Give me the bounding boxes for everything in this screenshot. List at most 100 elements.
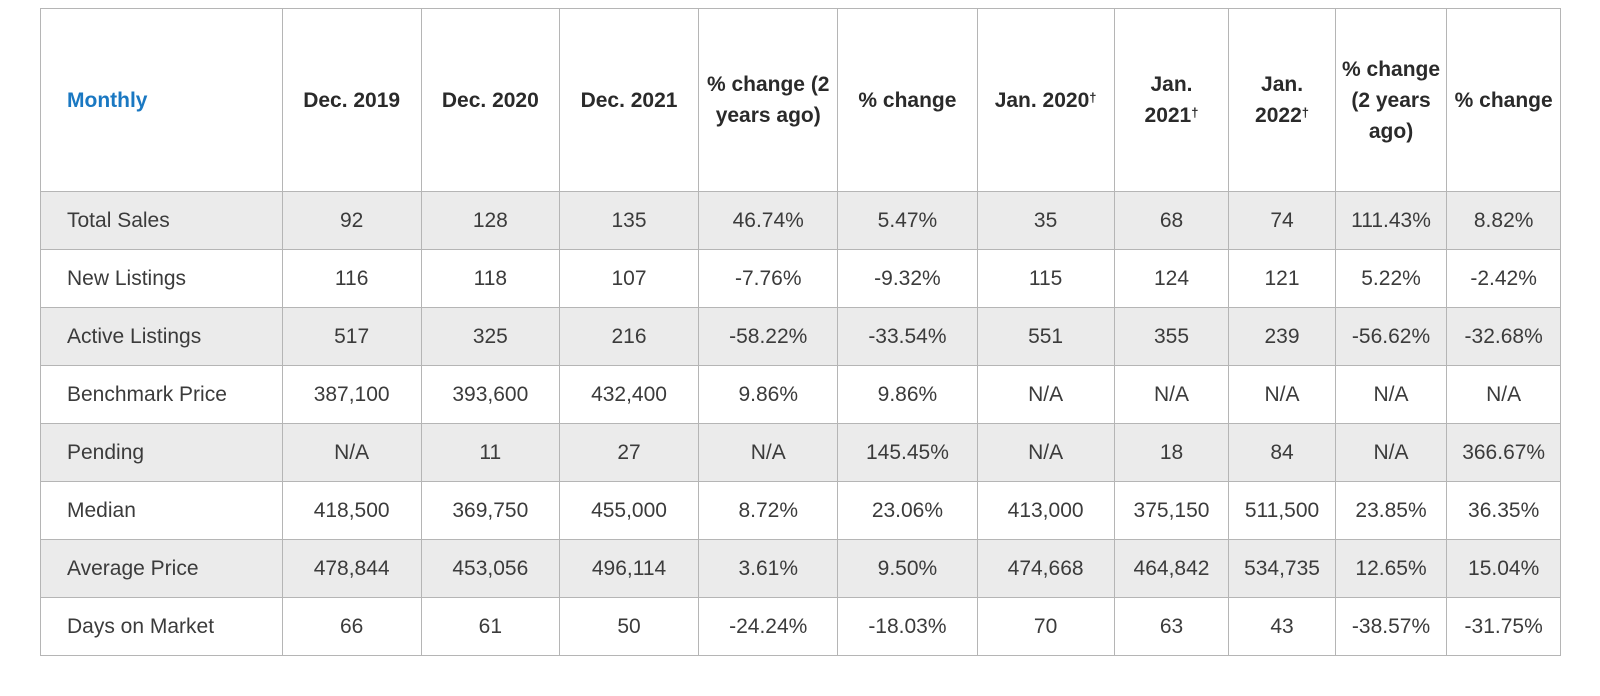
table-cell: 124 — [1113, 249, 1230, 308]
column-header: Dec. 2021 — [558, 8, 700, 192]
column-header: Jan. 2020† — [976, 8, 1115, 192]
column-header: % change (2 years ago) — [1334, 8, 1448, 192]
table-cell: 23.06% — [837, 481, 978, 540]
table-cell: N/A — [1334, 365, 1448, 424]
table-cell: -9.32% — [837, 249, 978, 308]
table-cell: 11 — [420, 423, 560, 482]
table-cell: 355 — [1113, 307, 1230, 366]
table-cell: 366.67% — [1446, 423, 1561, 482]
column-header: % change — [1446, 8, 1561, 192]
table-cell: 511,500 — [1228, 481, 1336, 540]
table-cell: 5.47% — [837, 191, 978, 250]
table-cell: 387,100 — [281, 365, 422, 424]
table-cell: 474,668 — [976, 539, 1115, 598]
row-label: Benchmark Price — [40, 365, 283, 424]
table-row: Median 418,500 369,750 455,000 8.72% 23.… — [40, 481, 1561, 540]
table-cell: -38.57% — [1334, 597, 1448, 656]
table-cell: -58.22% — [698, 307, 839, 366]
table-row: Benchmark Price 387,100 393,600 432,400 … — [40, 365, 1561, 424]
table-cell: 115 — [976, 249, 1115, 308]
column-header: % change (2 years ago) — [698, 8, 839, 192]
table-cell: 118 — [420, 249, 560, 308]
table-cell: 9.86% — [837, 365, 978, 424]
table-cell: -31.75% — [1446, 597, 1561, 656]
table-cell: 63 — [1113, 597, 1230, 656]
table-cell: 61 — [420, 597, 560, 656]
table-cell: 50 — [558, 597, 700, 656]
table-cell: 432,400 — [558, 365, 700, 424]
column-header-label: % change — [858, 88, 957, 112]
column-header: Dec. 2019 — [281, 8, 422, 192]
table-cell: 9.50% — [837, 539, 978, 598]
row-label: New Listings — [40, 249, 283, 308]
table-cell: 18 — [1113, 423, 1230, 482]
table-cell: 66 — [281, 597, 422, 656]
table-cell: 27 — [558, 423, 700, 482]
column-header-label: Jan. 2021 — [1144, 73, 1193, 127]
table-cell: 455,000 — [558, 481, 700, 540]
table-cell: -33.54% — [837, 307, 978, 366]
table-cell: 121 — [1228, 249, 1336, 308]
table-cell: 369,750 — [420, 481, 560, 540]
table-cell: 70 — [976, 597, 1115, 656]
table-cell: 464,842 — [1113, 539, 1230, 598]
column-header: Jan. 2022† — [1228, 8, 1336, 192]
column-header: % change — [837, 8, 978, 192]
table-cell: N/A — [1113, 365, 1230, 424]
table-cell: 8.72% — [698, 481, 839, 540]
table-body: Total Sales 92 128 135 46.74% 5.47% 35 6… — [40, 191, 1561, 656]
table-cell: N/A — [1334, 423, 1448, 482]
dagger-mark: † — [1191, 105, 1199, 120]
table-cell: 23.85% — [1334, 481, 1448, 540]
row-label: Active Listings — [40, 307, 283, 366]
table-cell: N/A — [281, 423, 422, 482]
table-cell: 418,500 — [281, 481, 422, 540]
table-cell: N/A — [976, 365, 1115, 424]
table-cell: 107 — [558, 249, 700, 308]
table-cell: 325 — [420, 307, 560, 366]
table-cell: 375,150 — [1113, 481, 1230, 540]
column-header-label: % change — [1454, 88, 1553, 112]
row-label: Pending — [40, 423, 283, 482]
table-cell: 36.35% — [1446, 481, 1561, 540]
table-cell: N/A — [1446, 365, 1561, 424]
table-cell: 111.43% — [1334, 191, 1448, 250]
table-cell: 68 — [1113, 191, 1230, 250]
column-header-label: % change (2 years ago) — [706, 73, 830, 127]
table-cell: 46.74% — [698, 191, 839, 250]
table-cell: -56.62% — [1334, 307, 1448, 366]
column-header-label: Jan. 2022 — [1255, 73, 1304, 127]
table-cell: 216 — [558, 307, 700, 366]
row-label: Median — [40, 481, 283, 540]
row-label: Average Price — [40, 539, 283, 598]
table-cell: 135 — [558, 191, 700, 250]
table-cell: 413,000 — [976, 481, 1115, 540]
table-header: Monthly Dec. 2019 Dec. 2020 Dec. 2021 % … — [40, 8, 1561, 192]
table-row: New Listings 116 118 107 -7.76% -9.32% 1… — [40, 249, 1561, 308]
table-cell: 43 — [1228, 597, 1336, 656]
table-row: Days on Market 66 61 50 -24.24% -18.03% … — [40, 597, 1561, 656]
column-header-label: Jan. 2020 — [994, 88, 1090, 112]
table-cell: 35 — [976, 191, 1115, 250]
table-cell: 3.61% — [698, 539, 839, 598]
table-cell: 8.82% — [1446, 191, 1561, 250]
table-cell: 496,114 — [558, 539, 700, 598]
table-cell: 84 — [1228, 423, 1336, 482]
table-cell: 239 — [1228, 307, 1336, 366]
header-row: Monthly Dec. 2019 Dec. 2020 Dec. 2021 % … — [40, 8, 1561, 192]
column-header: Jan. 2021† — [1113, 8, 1230, 192]
table-cell: 128 — [420, 191, 560, 250]
table-cell: 116 — [281, 249, 422, 308]
table-cell: 145.45% — [837, 423, 978, 482]
column-header-label: Dec. 2019 — [303, 88, 401, 112]
table-cell: 12.65% — [1334, 539, 1448, 598]
table-cell: 478,844 — [281, 539, 422, 598]
table-row: Total Sales 92 128 135 46.74% 5.47% 35 6… — [40, 191, 1561, 250]
corner-label: Monthly — [40, 8, 283, 192]
table-cell: 9.86% — [698, 365, 839, 424]
table-cell: 534,735 — [1228, 539, 1336, 598]
table-cell: N/A — [976, 423, 1115, 482]
column-header: Dec. 2020 — [420, 8, 560, 192]
table-cell: 517 — [281, 307, 422, 366]
dagger-mark: † — [1089, 89, 1097, 105]
